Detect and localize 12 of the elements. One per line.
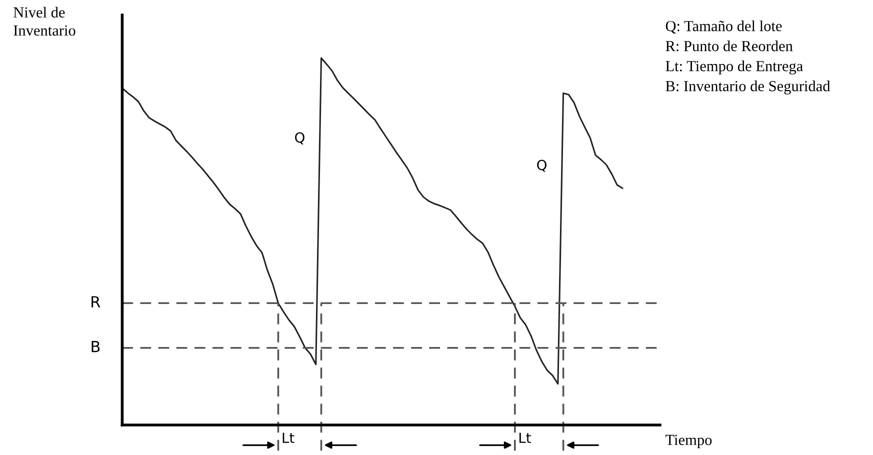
y-axis-title: Nivel de Inventario <box>14 6 76 36</box>
text: Lt <box>282 432 294 443</box>
ref-line-label: B <box>92 340 100 352</box>
text: R: Punto de Reorden <box>666 40 793 52</box>
text: Q: Tamaño del lote <box>666 20 782 34</box>
x-axis-title: Tiempo <box>666 434 712 448</box>
text: B: Inventario de Seguridad <box>666 80 830 94</box>
annotation: Q <box>537 160 546 172</box>
ref-line-label: R <box>92 296 100 308</box>
annotation: Q <box>295 132 304 144</box>
text: Lt <box>519 432 531 443</box>
text: Lt: Tiempo de Entrega <box>666 60 803 74</box>
